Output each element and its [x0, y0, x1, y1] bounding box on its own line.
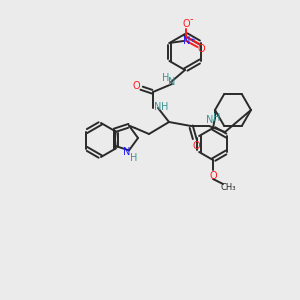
Text: N: N [168, 77, 176, 87]
Text: -: - [190, 14, 193, 24]
Text: CH₃: CH₃ [220, 182, 236, 191]
Text: N: N [183, 36, 190, 46]
Text: N: N [123, 147, 131, 158]
Text: H: H [162, 73, 170, 83]
Text: N: N [154, 102, 162, 112]
Text: O: O [209, 171, 217, 181]
Text: +: + [190, 37, 195, 43]
Text: O: O [192, 141, 200, 151]
Text: O: O [183, 19, 190, 29]
Text: N: N [206, 115, 214, 125]
Text: O: O [132, 81, 140, 91]
Text: H: H [130, 153, 138, 164]
Text: H: H [213, 113, 221, 123]
Text: H: H [161, 102, 169, 112]
Text: O: O [198, 44, 205, 54]
